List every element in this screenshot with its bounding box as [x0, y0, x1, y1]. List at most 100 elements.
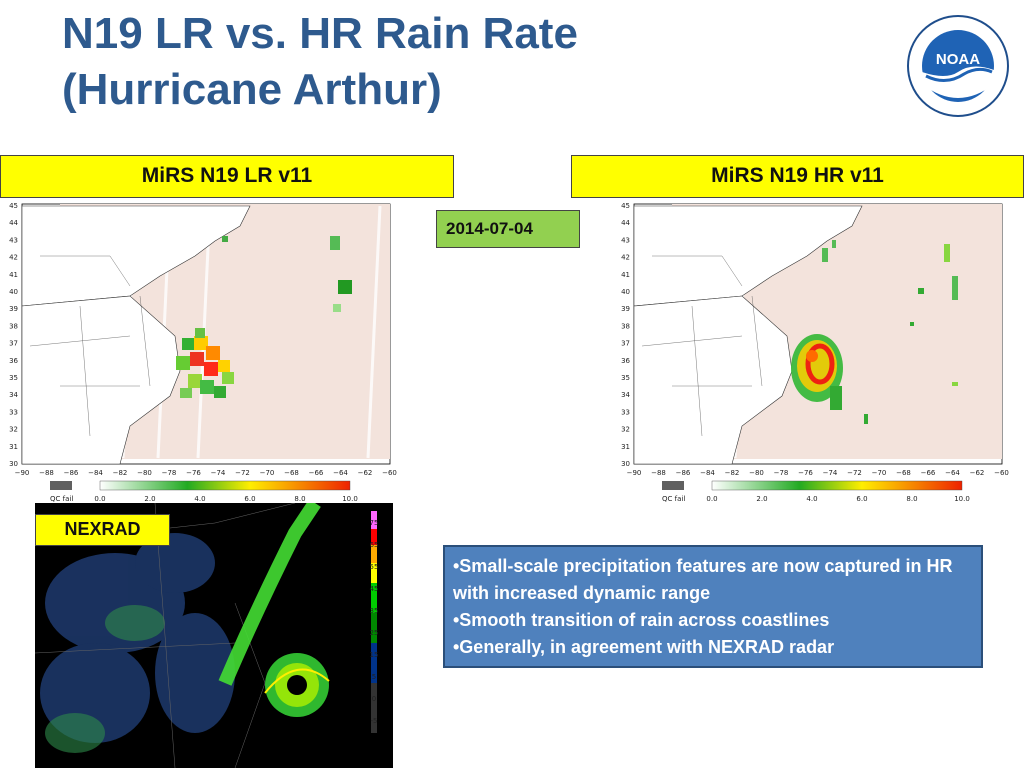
lr-colorbar-tick: 6.0: [244, 495, 255, 503]
lr-lat-tick: 44: [9, 219, 18, 227]
lr-lat-tick: 45: [9, 202, 18, 210]
nexrad-scale-tick: 0: [372, 695, 376, 703]
lr-lon-tick: −66: [309, 469, 324, 477]
lr-colorbar-tick: 8.0: [294, 495, 305, 503]
noaa-logo: NOAA: [907, 15, 1009, 117]
date-badge: 2014-07-04: [436, 210, 580, 248]
hr-lon-tick: −66: [921, 469, 936, 477]
lr-lat-tick: 39: [9, 305, 18, 313]
lr-lat-tick: 36: [9, 357, 18, 365]
hr-lon-tick: −78: [774, 469, 789, 477]
title-line-1: N19 LR vs. HR Rain Rate: [62, 9, 578, 58]
bullet-3: •Generally, in agreement with NEXRAD rad…: [453, 637, 835, 657]
hr-lat-tick: 31: [621, 443, 630, 451]
lr-lat-tick: 43: [9, 236, 18, 244]
hr-colorbar-tick: 6.0: [856, 495, 867, 503]
hr-lon-tick: −80: [749, 469, 764, 477]
hr-lon-tick: −88: [651, 469, 666, 477]
hr-rain-band: [791, 240, 958, 424]
lr-lon-tick: −74: [211, 469, 226, 477]
hr-colorbar: QC fail 0.0 2.0 4.0 6.0 8.0 10.0: [662, 480, 970, 503]
hr-lat-tick: 32: [621, 426, 630, 434]
slide-title: N19 LR vs. HR Rain Rate (Hurricane Arthu…: [62, 6, 578, 118]
hr-lon-tick: −64: [945, 469, 960, 477]
hr-lon-tick: −82: [725, 469, 740, 477]
hr-lon-tick: −86: [676, 469, 691, 477]
lr-lat-tick: 41: [9, 271, 18, 279]
summary-bullets: •Small-scale precipitation features are …: [443, 545, 983, 668]
lr-lat-tick: 35: [9, 374, 18, 382]
lr-colorbar: QC fail 0.0 2.0 4.0 6.0 8.0 10.0: [50, 480, 358, 503]
hr-colorbar-tick: 4.0: [806, 495, 817, 503]
hr-rain-rate-map: 45 44 43 42 41 40 39 38 37 36 35 34 33 32 31 30−90 −88 −8…: [621, 202, 1009, 503]
lr-lat-tick: 42: [9, 254, 18, 262]
hr-lat-tick: 36: [621, 357, 630, 365]
hr-colorbar-tick: 2.0: [756, 495, 767, 503]
lr-lon-tick: −76: [186, 469, 201, 477]
hr-lon-tick: −72: [847, 469, 862, 477]
hr-colorbar-tick: 0.0: [706, 495, 717, 503]
lr-colorbar-tick: 0.0: [94, 495, 105, 503]
hr-lat-tick: 39: [621, 305, 630, 313]
hr-lat-tick: 45: [621, 202, 630, 210]
bullet-1: •Small-scale precipitation features are …: [453, 556, 953, 603]
lr-lon-tick: −70: [260, 469, 275, 477]
nexrad-scale-tick: 25: [370, 629, 379, 637]
hr-lat-tick: 41: [621, 271, 630, 279]
lr-lon-tick: −82: [113, 469, 128, 477]
lr-lat-tick: 37: [9, 340, 18, 348]
lr-lon-tick: −64: [333, 469, 348, 477]
hr-lat-tick: 43: [621, 236, 630, 244]
hr-lat-tick: 34: [621, 391, 630, 399]
hr-lat-tick: 35: [621, 374, 630, 382]
nexrad-color-scale: 75 65 55 45 35 25 15 5 0 -5: [370, 511, 379, 733]
hr-lon-tick: −84: [700, 469, 715, 477]
lr-panel-label: MiRS N19 LR v11: [0, 155, 454, 198]
nexrad-label: NEXRAD: [35, 514, 170, 546]
hr-lat-tick: 38: [621, 322, 630, 330]
lr-colorbar-tick: 2.0: [144, 495, 155, 503]
lr-lat-tick: 33: [9, 408, 18, 416]
nexrad-scale-tick: 75: [370, 519, 379, 527]
hr-lat-tick: 44: [621, 219, 630, 227]
hurricane-eye: [264, 653, 330, 717]
lr-lon-tick: −62: [358, 469, 373, 477]
logo-text: NOAA: [936, 51, 980, 68]
lr-rain-rate-map: 45 44 43 42 41 40 39 38 37 36 35 34 33 32 31 30−90 −88 −8…: [9, 202, 397, 503]
lr-lon-tick: −78: [162, 469, 177, 477]
hr-lon-tick: −90: [627, 469, 642, 477]
hr-panel-label: MiRS N19 HR v11: [571, 155, 1024, 198]
hr-lat-tick: 40: [621, 288, 630, 296]
lr-lon-tick: −90: [15, 469, 30, 477]
lr-rain-cells: [176, 236, 352, 398]
lr-lon-tick: −84: [88, 469, 103, 477]
nexrad-radar-image: 75 65 55 45 35 25 15 5 0 -5: [35, 503, 393, 768]
lr-colorbar-tick: 4.0: [194, 495, 205, 503]
title-line-2: (Hurricane Arthur): [62, 65, 442, 114]
hr-lat-tick: 30: [621, 460, 630, 468]
hr-lon-tick: −60: [994, 469, 1009, 477]
nexrad-scale-tick: 35: [370, 607, 379, 615]
lr-lon-tick: −72: [235, 469, 250, 477]
hr-lat-tick: 33: [621, 408, 630, 416]
hr-qc-label: QC fail: [662, 495, 685, 503]
lr-lat-tick: 34: [9, 391, 18, 399]
lr-lat-tick: 31: [9, 443, 18, 451]
bullet-2: •Smooth transition of rain across coastl…: [453, 610, 830, 630]
hr-lon-tick: −62: [970, 469, 985, 477]
nexrad-scale-tick: 5: [372, 673, 376, 681]
nexrad-scale-tick: -5: [371, 717, 378, 725]
hr-lat-tick: 42: [621, 254, 630, 262]
lr-lat-tick: 32: [9, 426, 18, 434]
lr-colorbar-tick: 10.0: [342, 495, 358, 503]
lr-lon-tick: −68: [284, 469, 299, 477]
nexrad-scale-tick: 55: [370, 563, 379, 571]
hr-colorbar-tick: 8.0: [906, 495, 917, 503]
lr-lat-tick: 30: [9, 460, 18, 468]
hr-lon-tick: −68: [896, 469, 911, 477]
lr-lon-tick: −88: [39, 469, 54, 477]
lr-lon-tick: −86: [64, 469, 79, 477]
hr-lat-tick: 37: [621, 340, 630, 348]
nexrad-scale-tick: 65: [370, 541, 379, 549]
hr-lon-tick: −70: [872, 469, 887, 477]
